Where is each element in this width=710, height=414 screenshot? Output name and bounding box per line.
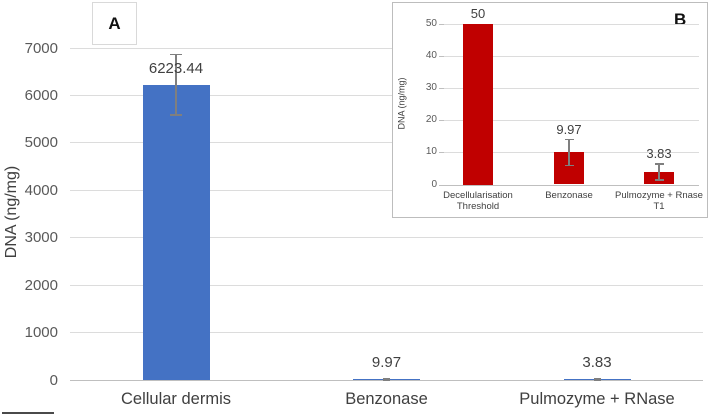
error-bar-line-pulmozyme-rnase-t1	[658, 164, 660, 181]
y-tick-mark-10	[439, 152, 444, 154]
y-tick-label-3000: 3000	[24, 229, 58, 247]
y-axis-title: DNA (ng/mg)	[3, 166, 20, 259]
error-bar-cap-bottom-cellular-dermis	[170, 114, 182, 116]
y-tick-label-0: 0	[49, 371, 58, 389]
error-bar-cap-top-benzonase	[383, 378, 390, 380]
category-label-benzonase: Benzonase	[545, 190, 593, 201]
gridline-20	[443, 119, 699, 121]
y-tick-label-5000: 5000	[24, 134, 58, 152]
value-label-benzonase: 9.97	[556, 121, 582, 137]
bar-cellular-dermis	[142, 84, 210, 380]
value-label-decellularisation-threshold: 50	[470, 6, 486, 21]
y-tick-mark-50	[439, 24, 444, 25]
y-tick-mark-40	[439, 56, 444, 58]
y-tick-label-40: 40	[425, 50, 437, 62]
gridline-6000	[70, 94, 703, 96]
category-label-benzonase: Benzonase	[345, 390, 428, 408]
error-bar-line-cellular-dermis	[175, 54, 177, 116]
error-bar-cap-top-benzonase	[564, 138, 574, 141]
y-tick-label-20: 20	[425, 114, 437, 126]
figure-edge-artifact	[2, 411, 54, 414]
category-label-pulmozyme-rnase: Pulmozyme + RNase	[519, 390, 675, 408]
gridline-50	[443, 23, 699, 25]
gridline-30	[443, 87, 699, 89]
panel-a-label: A	[108, 13, 121, 33]
error-bar-line-benzonase	[568, 139, 570, 166]
error-bar-cap-top-pulmozyme-rnase	[593, 378, 601, 380]
y-tick-mark-0	[439, 184, 444, 186]
y-tick-label-7000: 7000	[24, 39, 58, 57]
value-label-cellular-dermis: 6223.44	[148, 59, 204, 77]
x-axis-line	[443, 184, 699, 186]
gridline-2000	[70, 284, 703, 286]
panel-b-label: B	[674, 10, 687, 29]
error-bar-cap-bottom-benzonase	[564, 164, 574, 167]
y-tick-label-10: 10	[425, 146, 437, 158]
y-tick-mark-30	[439, 88, 444, 90]
y-tick-label-30: 30	[425, 82, 437, 94]
category-label-cellular-dermis: Cellular dermis	[120, 390, 232, 408]
error-bar-cap-bottom-benzonase	[383, 379, 390, 381]
y-tick-label-0: 0	[431, 178, 437, 190]
category-label-pulmozyme-rnase-t1: Pulmozyme + Rnase T1	[615, 190, 703, 212]
y-tick-label-2000: 2000	[24, 276, 58, 294]
value-label-pulmozyme-rnase-t1: 3.83	[646, 146, 672, 162]
error-bar-cap-bottom-pulmozyme-rnase	[593, 379, 601, 381]
y-tick-label-4000: 4000	[24, 181, 58, 199]
panel-b-inset-chart: B 0 10 20 30 40 50 DNA (ng/mg) 50 Decellularisat…	[392, 2, 708, 218]
y-tick-label-1000: 1000	[24, 324, 58, 342]
y-axis-title: DNA (ng/mg)	[396, 77, 407, 130]
error-bar-cap-bottom-pulmozyme-rnase-t1	[654, 179, 664, 181]
y-tick-label-6000: 6000	[24, 86, 58, 104]
error-bar-cap-top-pulmozyme-rnase-t1	[654, 163, 664, 165]
gridline-1000	[70, 332, 703, 334]
y-tick-label-50: 50	[425, 18, 437, 29]
gridline-7000	[70, 47, 703, 49]
bar-decellularisation-threshold	[463, 24, 493, 185]
panel-a-label-box: A	[92, 2, 137, 45]
value-label-pulmozyme-rnase: 3.83	[582, 354, 612, 371]
error-bar-cap-top-cellular-dermis	[170, 53, 182, 56]
category-label-decellularisation-threshold: Decellularisation Threshold	[443, 190, 513, 212]
gridline-10	[443, 151, 699, 153]
gridline-3000	[70, 237, 703, 239]
gridline-4000	[70, 189, 703, 191]
gridline-40	[443, 55, 699, 57]
y-tick-mark-20	[439, 120, 444, 122]
value-label-benzonase: 9.97	[371, 354, 402, 371]
gridline-5000	[70, 142, 703, 144]
